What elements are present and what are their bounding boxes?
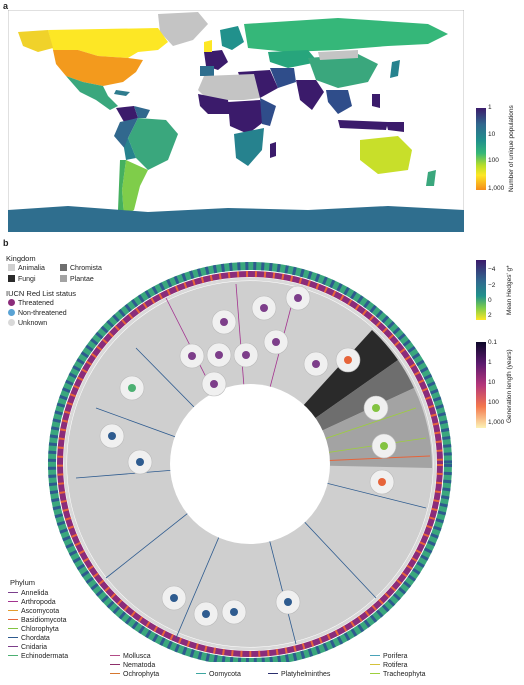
phylum-cnidaria: Cnidaria	[8, 643, 68, 652]
phylum-col2: Mollusca Nematoda Ochrophyta	[110, 652, 159, 679]
phylum-echinodermata: Echinodermata	[8, 652, 68, 661]
alaska	[18, 30, 53, 52]
phylogenetic-tree	[48, 262, 452, 662]
pop-tick-100: 100	[488, 157, 499, 164]
pop-tick-10: 10	[488, 131, 496, 138]
brazil	[128, 118, 178, 170]
greenland	[158, 12, 208, 46]
phylum-annelida: Annelida	[8, 589, 68, 598]
hedges-colorbar	[476, 260, 486, 320]
madagascar	[270, 142, 276, 158]
generation-colorbar-title: Generation length (years)	[506, 349, 513, 423]
se-asia	[326, 90, 352, 114]
iberia	[200, 66, 214, 76]
china	[308, 54, 378, 88]
phylum-mollusca: Mollusca	[110, 652, 159, 661]
generation-colorbar	[476, 342, 486, 428]
venezuela	[134, 106, 150, 118]
antarctica	[8, 206, 464, 232]
mexico	[66, 76, 118, 110]
russia	[244, 18, 448, 52]
kingdom-title: Kingdom	[6, 254, 36, 263]
phylum-chlorophyta: Chlorophyta	[8, 625, 68, 634]
phylum-porifera: Porifera	[370, 652, 426, 661]
east-africa	[260, 98, 276, 126]
iucn-threatened: Threatened	[8, 299, 54, 308]
phylum-col4: Platyhelminthes	[268, 670, 330, 679]
kingdom-fungi: Fungi	[8, 275, 36, 284]
population-colorbar	[476, 108, 486, 190]
kingdom-chromista: Chromista	[60, 264, 102, 273]
gen-tick-5: 1,000	[488, 419, 505, 426]
phylum-col1: Annelida Arthropoda Ascomycota Basidiomy…	[8, 589, 68, 661]
phylum-platyhelminthes: Platyhelminthes	[268, 670, 330, 679]
europe-west	[204, 50, 228, 70]
phylum-ascomycota: Ascomycota	[8, 607, 68, 616]
phylum-oomycota: Oomycota	[196, 670, 241, 679]
north-africa	[198, 74, 260, 100]
colombia	[116, 106, 138, 122]
iucn-ring	[63, 277, 437, 651]
phylum-basidiomycota: Basidiomycota	[8, 616, 68, 625]
usa	[53, 50, 143, 86]
phylum-chordata: Chordata	[8, 634, 68, 643]
gen-tick-1: 0.1	[488, 339, 498, 346]
philippines	[372, 94, 380, 108]
hedges-tick-2: −2	[488, 282, 496, 289]
argentina	[122, 160, 148, 216]
scandinavia	[220, 26, 244, 50]
phylum-ochrophyta: Ochrophyta	[110, 670, 159, 679]
japan	[390, 60, 400, 78]
pop-tick-1: 1	[488, 104, 492, 111]
world-map	[8, 10, 464, 232]
canada	[48, 28, 168, 58]
new-zealand	[426, 170, 436, 186]
uk	[204, 40, 212, 52]
mongolia	[318, 50, 358, 60]
hedges-tick-3: 0	[488, 297, 492, 304]
southern-africa	[234, 128, 264, 166]
panel-a-label: a	[3, 1, 9, 11]
hedges-tick-1: −4	[488, 266, 496, 273]
icon-glyphs	[188, 294, 320, 388]
phylum-nematoda: Nematoda	[110, 661, 159, 670]
iucn-non-threatened: Non-threatened	[8, 309, 67, 318]
iucn-title: IUCN Red List status	[6, 289, 77, 298]
west-africa	[198, 94, 230, 114]
outer-ring-pattern	[48, 262, 452, 662]
gen-tick-4: 100	[488, 399, 499, 406]
iran	[270, 68, 296, 88]
phylum-title: Phylum	[10, 578, 36, 587]
kazakhstan	[268, 50, 318, 68]
phylum-arthropoda: Arthropoda	[8, 598, 68, 607]
chile	[118, 160, 126, 216]
hedges-colorbar-title: Mean Hedges' g*	[506, 265, 513, 315]
tree-center	[170, 384, 330, 544]
gen-tick-2: 1	[488, 359, 492, 366]
peru	[114, 118, 138, 150]
pop-colorbar-title: Number of unique populations	[508, 105, 515, 193]
iucn-unknown: Unknown	[8, 319, 47, 328]
australia	[360, 136, 412, 174]
phylum-rotifera: Rotifera	[370, 661, 426, 670]
phylum-col5: Porifera Rotifera Tracheophyta	[370, 652, 426, 679]
hedges-tick-4: 2	[488, 312, 492, 319]
phylum-col3: Oomycota	[196, 670, 241, 679]
kingdom-plantae: Plantae	[60, 275, 94, 284]
central-africa	[228, 100, 266, 134]
kingdom-animalia: Animalia	[8, 264, 45, 273]
bolivia	[124, 138, 136, 160]
generation-ring-pattern	[57, 271, 443, 657]
india	[296, 80, 324, 110]
indonesia	[338, 120, 388, 130]
phylum-tracheophyta: Tracheophyta	[370, 670, 426, 679]
panel-b-label: b	[3, 238, 9, 248]
pop-tick-1000: 1,000	[488, 185, 505, 192]
new-guinea	[386, 122, 404, 132]
gen-tick-3: 10	[488, 379, 496, 386]
